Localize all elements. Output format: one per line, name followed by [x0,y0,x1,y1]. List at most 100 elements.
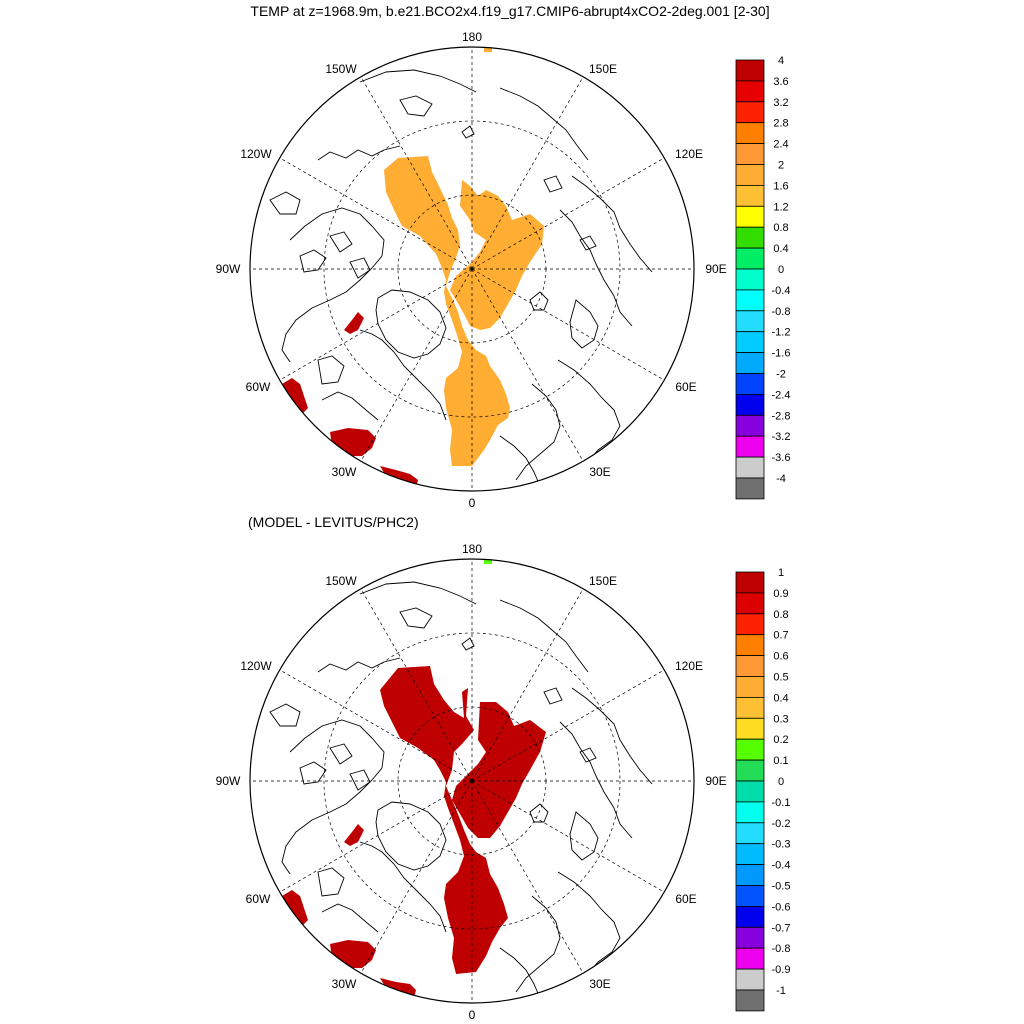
lon-label-60w: 60W [246,892,271,906]
colorbar-cell [735,226,765,249]
colorbar-cell [735,822,765,845]
colorbar-cell [735,164,765,186]
colorbar-tick-label: 0.1 [773,755,788,767]
colorbar-tick-label: 1.6 [773,180,788,192]
colorbar-cell [735,634,765,657]
anomaly-region-eurasian-basin [450,180,544,330]
colorbar-cell [735,59,765,82]
colorbar-cell [735,352,765,374]
colorbar-cell [735,926,765,949]
warm-patch-baffin [344,312,364,334]
colorbar-cell [735,655,765,677]
colorbar-cell [735,101,765,124]
colorbar-cell [735,697,765,719]
lon-label-180: 180 [462,542,482,556]
map-boundary-circle [249,46,695,492]
colorbar-cell [735,80,765,103]
colorbar-tick-label: -0.4 [772,285,791,297]
colorbar-cell [735,613,765,636]
colorbar-cell [735,717,765,740]
colorbar-tick-label: -0.6 [772,901,791,913]
lon-label-120e: 120E [675,147,703,161]
colorbar-cell [735,205,765,228]
colorbar-tick-label: 0 [778,264,784,276]
colorbar-tick-label: -0.5 [772,881,791,893]
lon-label-0: 0 [469,1008,476,1022]
colorbar-cell [735,122,765,144]
figure-title: TEMP at z=1968.9m, b.e21.BCO2x4.f19_g17.… [250,3,769,19]
bottom-colorbar: 1 0.9 0.8 0.7 0.6 0.5 0.4 0.3 0.2 0.1 0 -0.1 -0.2 -0.… [735,567,791,1012]
lon-label-30w: 30W [332,465,357,479]
lon-label-90e: 90E [705,262,726,276]
latitude-circle-70n [323,632,621,930]
warm-patch-labrador [282,890,308,926]
lon-label-120w: 120W [240,147,272,161]
warm-patch-baffin [344,824,364,846]
colorbar-tick-label: -2.4 [772,389,791,401]
lon-label-60e: 60E [675,892,696,906]
colorbar-cell [735,571,765,594]
colorbar-cell [735,676,765,698]
colorbar-cell [735,435,765,458]
colorbar-cell [735,592,765,615]
colorbar-tick-label: 3.2 [773,97,788,109]
anomaly-region-eurasian-basin [452,702,546,838]
colorbar-tick-label: 0.8 [773,222,788,234]
colorbar-tick-label: -1.6 [772,348,791,360]
colorbar-tick-label: 3.6 [773,76,788,88]
colorbar-tick-label: 2.4 [773,139,788,151]
colorbar-cell [735,947,765,970]
lon-label-150w: 150W [325,62,357,76]
lon-label-90w: 90W [216,262,241,276]
colorbar-cell [735,310,765,333]
colorbar-cell [735,885,765,907]
colorbar-tick-label: -1 [776,985,786,997]
colorbar-tick-label: 2 [778,160,784,172]
colorbar-tick-label: 0.3 [773,713,788,725]
colorbar-tick-label: -0.1 [772,797,791,809]
colorbar-cell [735,780,765,803]
colorbar-tick-label: -0.4 [772,860,791,872]
lon-label-120e: 120E [675,659,703,673]
lon-label-60e: 60E [675,380,696,394]
colorbar-cell [735,843,765,866]
colorbar-cell [735,738,765,761]
anomaly-region-siberian-basin [380,666,508,974]
colorbar-tick-label: -2 [776,369,786,381]
colorbar-tick-label: 2.8 [773,118,788,130]
lon-label-150w: 150W [325,574,357,588]
lon-label-30e: 30E [589,977,610,991]
colorbar-tick-label: 1 [778,567,784,579]
colorbar-tick-label: 0.8 [773,609,788,621]
colorbar-tick-label: -0.8 [772,943,791,955]
lon-label-90w: 90W [216,774,241,788]
colorbar-tick-label: 0.7 [773,630,788,642]
colorbar-cell [735,477,765,500]
colorbar-tick-label: 0.2 [773,734,788,746]
colorbar-tick-label: -0.7 [772,922,791,934]
colorbar-cell [735,759,765,782]
warm-patch-irminger [330,428,376,456]
lon-label-120w: 120W [240,659,272,673]
bottom-panel-title: (MODEL - LEVITUS/PHC2) [248,514,419,530]
colorbar-tick-label: 0.4 [773,243,788,255]
colorbar-cell [735,801,765,824]
colorbar-tick-label: -0.3 [772,839,791,851]
colorbar-cell [735,289,765,312]
colorbar-tick-label: 0.4 [773,692,788,704]
colorbar-tick-label: -4 [776,473,786,485]
lon-label-30w: 30W [332,977,357,991]
top-polar-map: 180 150E 120E 90E 60E 30E 0 30W 60W 90W … [216,30,727,510]
meridians [250,47,694,491]
colorbar-tick-label: -0.8 [772,306,791,318]
warm-patch-irminger [330,940,376,968]
colorbar-tick-label: -1.2 [772,327,791,339]
anomaly-region-siberian-basin [384,156,510,466]
colorbar-cell [735,393,765,416]
colorbar-tick-label: -3.2 [772,431,791,443]
lon-label-30e: 30E [589,465,610,479]
colorbar-tick-label: -0.9 [772,964,791,976]
top-colorbar: 4 3.6 3.2 2.8 2.4 2 1.6 1.2 0.8 0.4 0 -0.4 -0.8 -1.2 -… [735,55,791,500]
colorbar-cell [735,143,765,165]
